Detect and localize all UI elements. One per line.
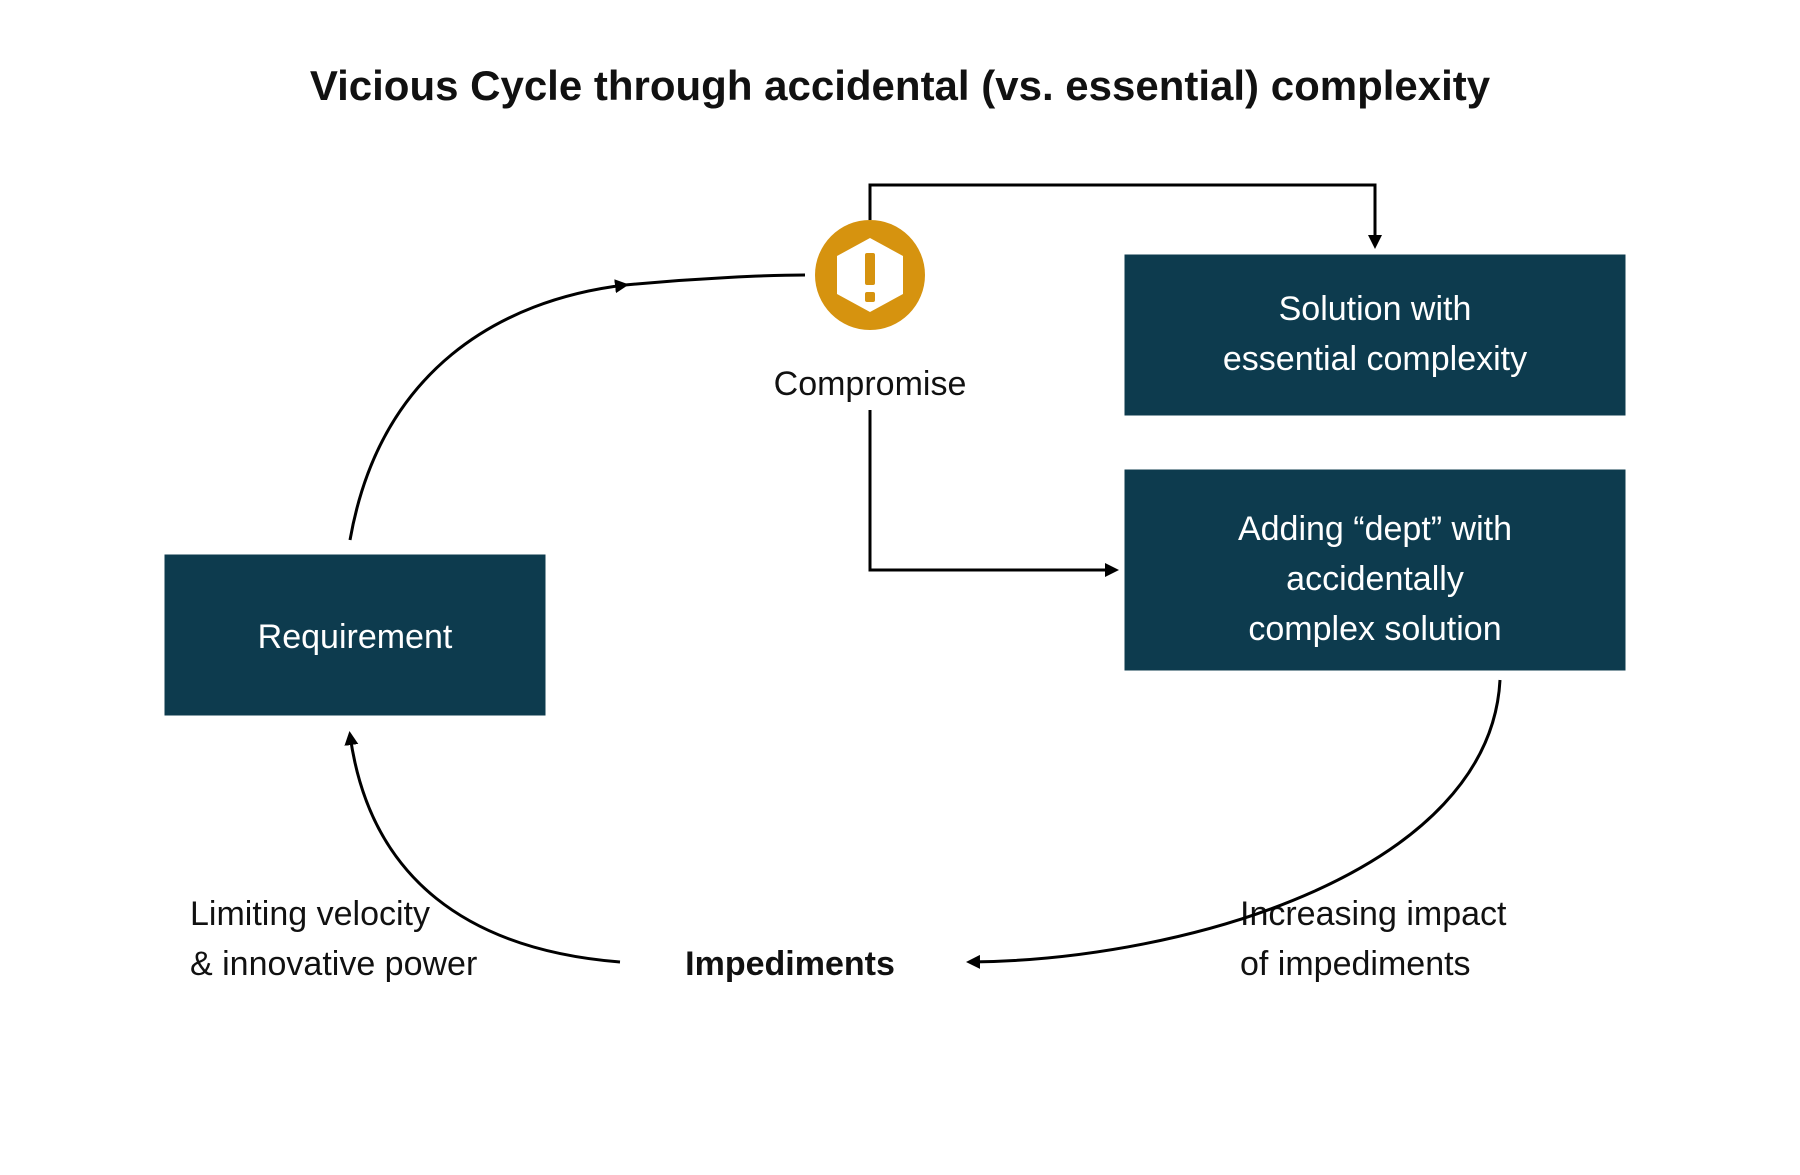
node-compromise: Compromise — [774, 220, 967, 403]
edge-requirement-to-compromise-first — [350, 285, 625, 540]
node-adding-line3: complex solution — [1248, 610, 1501, 648]
diagram-title: Vicious Cycle through accidental (vs. es… — [310, 62, 1491, 109]
node-adding-line2: accidentally — [1286, 560, 1464, 598]
annotation-increasing-line2: of impediments — [1240, 945, 1471, 983]
edge-requirement-to-compromise-second — [625, 275, 805, 285]
edge-compromise-to-adding — [870, 410, 1115, 570]
diagram-canvas: Vicious Cycle through accidental (vs. es… — [0, 0, 1800, 1175]
node-solution: Solution with essential complexity — [1125, 255, 1625, 415]
cycle-diagram: Vicious Cycle through accidental (vs. es… — [0, 0, 1800, 1175]
annotation-limiting-line2: & innovative power — [190, 945, 477, 983]
annotation-limiting-line1: Limiting velocity — [190, 895, 430, 933]
node-adding-line1: Adding “dept” with — [1238, 510, 1512, 548]
node-requirement: Requirement — [165, 555, 545, 715]
node-impediments-label: Impediments — [685, 945, 895, 983]
node-adding: Adding “dept” with accidentally complex … — [1125, 470, 1625, 670]
edge-compromise-to-solution — [870, 185, 1375, 245]
annotation-increasing-line1: Increasing impact — [1240, 895, 1507, 933]
node-requirement-label: Requirement — [258, 618, 453, 656]
node-solution-line2: essential complexity — [1223, 340, 1527, 378]
node-compromise-label: Compromise — [774, 365, 967, 403]
node-solution-line1: Solution with — [1279, 290, 1472, 328]
